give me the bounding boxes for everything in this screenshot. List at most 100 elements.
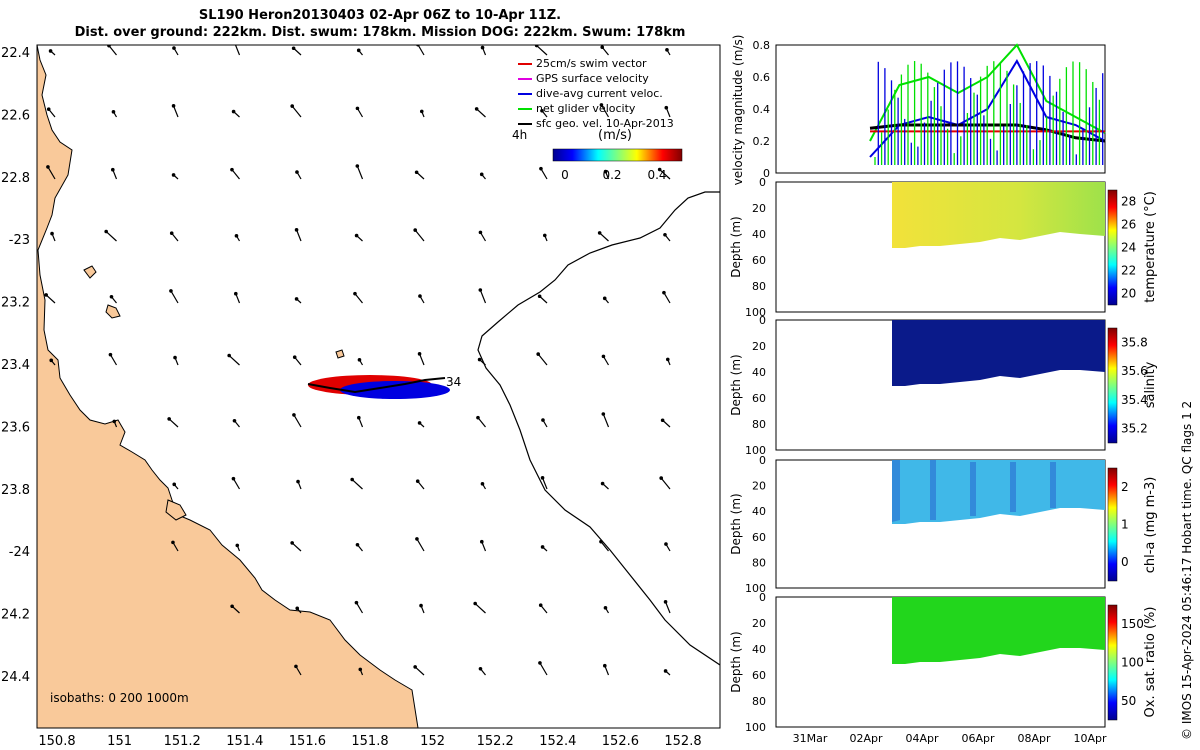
- geo-arrow: [665, 601, 671, 614]
- geo-arrow-head: [291, 46, 296, 51]
- temperature-section: [892, 182, 1105, 248]
- depth-tick: 100: [745, 444, 766, 457]
- geo-arrow-head: [356, 48, 361, 53]
- colorbar-tick: 50: [1121, 694, 1136, 708]
- depth-tick: 80: [752, 695, 766, 708]
- geo-arrow-head: [419, 603, 423, 608]
- legend-swatch: [518, 108, 532, 110]
- geo-arrow-head: [48, 49, 53, 53]
- map-x-tick: 151.4: [226, 734, 263, 749]
- geo-arrow-head: [603, 606, 608, 610]
- colorbar-tick: 26: [1121, 218, 1136, 232]
- map-y-tick: 22.8: [1, 171, 30, 186]
- geo-arrow: [599, 232, 609, 242]
- geo-arrow-head: [171, 173, 176, 177]
- colorbar-tick: 35.4: [1121, 393, 1148, 407]
- geo-arrow-head: [415, 537, 419, 541]
- current-vector-cloud: [340, 381, 450, 399]
- geo-arrow: [45, 294, 56, 304]
- map-x-tick: 152.2: [477, 734, 514, 749]
- legend-entry: GPS surface velocity: [518, 71, 674, 86]
- geo-arrow: [234, 45, 241, 56]
- geo-arrow-head: [601, 354, 606, 359]
- geo-arrow-head: [479, 172, 484, 177]
- geo-arrow: [474, 603, 486, 614]
- geo-arrow: [291, 542, 302, 552]
- legend-entry: dive-avg current veloc.: [518, 86, 674, 101]
- geo-arrow: [540, 168, 548, 180]
- geo-arrow-head: [417, 421, 422, 425]
- legend-swatch: [518, 93, 532, 95]
- depth-tick: 100: [745, 721, 766, 734]
- colorbar-tick: 1: [1121, 518, 1129, 532]
- geo-arrow-head: [295, 170, 299, 174]
- geo-arrow: [663, 292, 671, 304]
- geo-arrow: [414, 229, 425, 242]
- island: [165, 499, 187, 521]
- oxygen-section: [892, 597, 1105, 664]
- colorbar-tick: 35.2: [1121, 422, 1148, 436]
- depth-tick: 100: [745, 306, 766, 319]
- depth-tick: 80: [752, 280, 766, 293]
- depth-tick: 60: [752, 531, 766, 544]
- geo-arrow-head: [110, 167, 115, 172]
- geo-arrow-head: [290, 541, 294, 545]
- map-y-tick: 23.2: [1, 296, 30, 311]
- profile-panels[interactable]: 0 0.2 0.4 0.6 0.8 velocity magnitude (m/s) t…: [700, 0, 1170, 750]
- geo-arrow-head: [597, 231, 602, 235]
- map-x-tick: 150.8: [38, 734, 75, 749]
- geo-arrow-head: [600, 481, 605, 486]
- salinity-colorbar: [1107, 327, 1118, 444]
- map-x-tick: 151.8: [351, 734, 388, 749]
- credit-text: © IMOS 15-Apr-2024 05:46:17 Hobart time.…: [1180, 400, 1194, 740]
- legend-swatch: [518, 123, 532, 125]
- geo-arrow-head: [602, 663, 607, 668]
- geo-arrow-head: [414, 170, 419, 175]
- chla-colorbar: [1107, 467, 1118, 582]
- depth-tick: 80: [752, 556, 766, 569]
- map-y-tick: 24.2: [1, 608, 30, 623]
- colorbar-tick: 35.8: [1121, 335, 1148, 349]
- geo-arrow-head: [231, 109, 236, 114]
- geo-arrow: [356, 165, 364, 180]
- map-x-tick: 151.2: [164, 734, 201, 749]
- geo-arrow-head: [665, 357, 670, 362]
- depth-tick: 20: [752, 617, 766, 630]
- geo-arrow-head: [537, 294, 542, 299]
- geo-arrow-head: [111, 110, 116, 114]
- map-plot[interactable]: 34 150.8 151 151.2 151.4 151.6 151.8 152 152.2 1…: [0, 0, 760, 750]
- depth-tick: 40: [752, 228, 766, 241]
- geo-arrow-head: [227, 353, 231, 358]
- legend-entry: sfc geo. vel. 10-Apr-2013: [518, 116, 674, 131]
- geo-arrow-head: [295, 606, 300, 611]
- chla-cbar-label: chl-a (mg m-3): [1143, 477, 1158, 574]
- map-y-tick: 23.8: [1, 483, 30, 498]
- map-x-tick: 152.4: [539, 734, 576, 749]
- map-y-tick: -24: [9, 545, 30, 560]
- map-legend: 25cm/s swim vector GPS surface velocity di…: [518, 56, 674, 131]
- cbar-tick: 0.2: [602, 168, 621, 182]
- track-label: 34: [446, 375, 461, 389]
- geo-arrow-head: [292, 355, 297, 360]
- geo-arrow-head: [46, 107, 51, 112]
- colorbar-tick: 35.6: [1121, 364, 1148, 378]
- salinity-cbar-label: salinity: [1143, 361, 1158, 408]
- geo-arrow: [476, 108, 486, 118]
- island: [83, 265, 97, 279]
- geo-arrow-head: [536, 352, 541, 356]
- geo-arrow-head: [354, 600, 359, 605]
- geo-arrow-head: [477, 357, 482, 362]
- geo-arrow-head: [663, 669, 668, 673]
- geo-arrow: [600, 541, 609, 552]
- geo-arrow-head: [538, 661, 542, 665]
- geo-arrow: [351, 479, 363, 490]
- oxygen-colorbar: [1107, 604, 1118, 721]
- map-x-tick: 152.6: [602, 734, 639, 749]
- date-tick: 04Apr: [905, 732, 939, 745]
- geo-arrow: [479, 289, 487, 304]
- geo-arrow-head: [350, 477, 354, 482]
- depth-tick: 0: [759, 176, 766, 189]
- geo-arrow-head: [171, 540, 175, 545]
- geo-arrow-head: [663, 232, 667, 237]
- land-coastline: [37, 45, 419, 728]
